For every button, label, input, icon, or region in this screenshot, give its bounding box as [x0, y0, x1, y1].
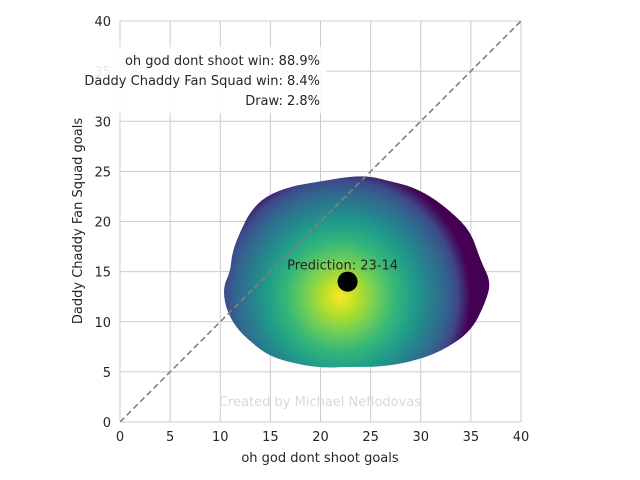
y-tick-label: 10: [94, 316, 111, 331]
density-blob: [224, 176, 490, 368]
annotation-draw: Draw: 2.8%: [245, 94, 320, 109]
annotation-box: [62, 47, 326, 113]
tick-labels: 05101520253035400510152025303540: [94, 15, 529, 445]
prediction-point: [337, 271, 358, 292]
y-axis-label: Daddy Chaddy Fan Squad goals: [71, 118, 86, 324]
y-tick-label: 0: [103, 416, 111, 431]
x-tick-label: 30: [412, 430, 429, 445]
prediction: Prediction: 23-14: [287, 259, 398, 292]
x-tick-label: 15: [262, 430, 279, 445]
x-axis-label: oh god dont shoot goals: [241, 451, 399, 466]
annotation-win-home: oh god dont shoot win: 88.9%: [125, 54, 320, 69]
y-tick-label: 15: [94, 266, 111, 281]
y-tick-label: 30: [94, 115, 111, 130]
x-tick-label: 5: [166, 430, 174, 445]
annotation-win-away: Daddy Chaddy Fan Squad win: 8.4%: [84, 74, 320, 89]
x-tick-label: 35: [463, 430, 480, 445]
x-tick-label: 20: [312, 430, 329, 445]
x-tick-label: 10: [212, 430, 229, 445]
x-tick-label: 0: [116, 430, 124, 445]
prediction-label: Prediction: 23-14: [287, 259, 398, 274]
watermark: Created by Michael Nefiodovas: [219, 395, 421, 410]
x-tick-label: 25: [362, 430, 379, 445]
density-region: [224, 176, 490, 368]
x-tick-label: 40: [513, 430, 530, 445]
y-tick-label: 40: [94, 15, 111, 30]
y-tick-label: 20: [94, 216, 111, 231]
y-tick-label: 5: [103, 366, 111, 381]
y-tick-label: 25: [94, 165, 111, 180]
